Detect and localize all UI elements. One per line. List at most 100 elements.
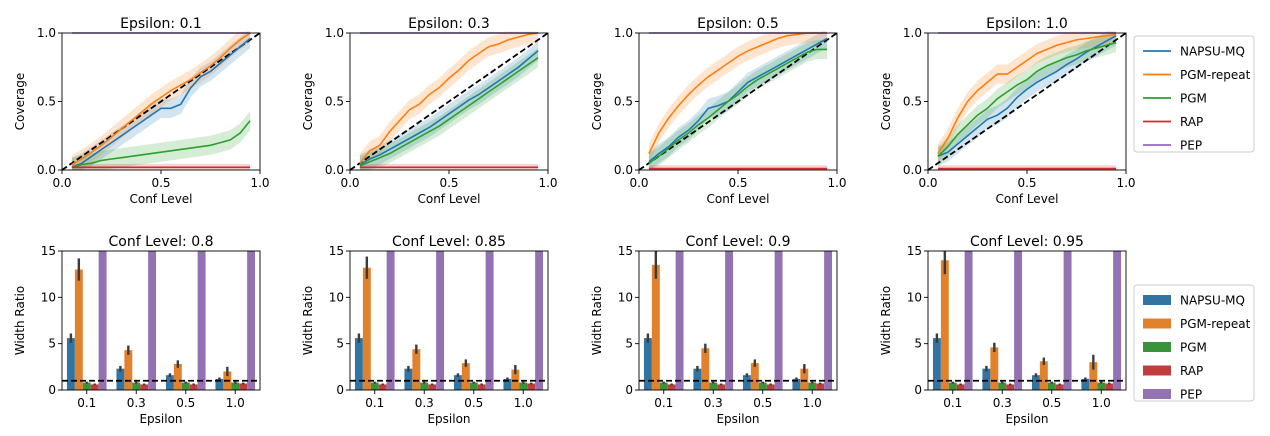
x-axis-label: Epsilon bbox=[716, 412, 759, 426]
legend-swatch-pgm-repeat bbox=[1143, 318, 1171, 329]
bar-pgm-repeat bbox=[511, 369, 520, 390]
bar-rap bbox=[667, 384, 676, 390]
x-tick-label: 1.0 bbox=[514, 396, 533, 410]
bar-pep bbox=[197, 251, 206, 390]
x-tick-label: 1.0 bbox=[250, 176, 269, 190]
legend-swatch-pgm bbox=[1143, 342, 1171, 352]
reference-diagonal bbox=[639, 32, 837, 171]
legend-label: PGM-repeat bbox=[1180, 317, 1251, 331]
x-axis-label: Conf Level bbox=[995, 192, 1058, 206]
y-tick-label: 10 bbox=[329, 290, 344, 304]
y-tick-label: 0 bbox=[336, 383, 344, 397]
bar-pep bbox=[386, 251, 395, 390]
x-tick-label: 1.0 bbox=[226, 396, 245, 410]
y-axis-label: Width Ratio bbox=[301, 286, 315, 356]
bar-pgm bbox=[132, 382, 141, 390]
bar-pgm-repeat bbox=[800, 368, 809, 390]
bar-pgm bbox=[181, 382, 190, 390]
bar-napsu-mq bbox=[453, 375, 462, 390]
y-tick-label: 10 bbox=[41, 290, 56, 304]
y-axis-label: Coverage bbox=[879, 73, 893, 131]
x-tick-label: 1.0 bbox=[538, 176, 557, 190]
x-tick-label: 0.1 bbox=[943, 396, 962, 410]
x-tick-label: 0.0 bbox=[52, 176, 71, 190]
x-tick-label: 0.5 bbox=[1017, 176, 1036, 190]
bar-rap bbox=[717, 384, 726, 390]
bar-pgm bbox=[519, 382, 528, 390]
x-tick-label: 0.1 bbox=[77, 396, 96, 410]
legend-label: NAPSU-MQ bbox=[1180, 45, 1245, 59]
chart-title: Conf Level: 0.95 bbox=[970, 234, 1084, 250]
x-tick-label: 0.5 bbox=[151, 176, 170, 190]
x-tick-label: 0.0 bbox=[340, 176, 359, 190]
y-tick-label: 15 bbox=[618, 244, 633, 258]
bar-pgm-repeat bbox=[124, 350, 133, 390]
bar-napsu-mq bbox=[165, 375, 174, 390]
reference-diagonal bbox=[350, 32, 548, 171]
bar-napsu-mq bbox=[354, 338, 363, 390]
x-tick-label: 1.0 bbox=[827, 176, 846, 190]
y-axis-label: Coverage bbox=[13, 73, 27, 131]
bar-rap bbox=[766, 384, 775, 390]
bar-napsu-mq bbox=[742, 375, 751, 390]
bar-pgm-repeat bbox=[990, 347, 999, 390]
bar-pgm bbox=[370, 382, 379, 390]
y-tick-label: 15 bbox=[41, 244, 56, 258]
y-tick-label: 5 bbox=[914, 337, 922, 351]
legend-swatch-napsu-mq bbox=[1143, 295, 1171, 305]
series-line-napsu-mq bbox=[71, 37, 251, 169]
bar-rap bbox=[816, 383, 825, 390]
y-tick-label: 10 bbox=[618, 290, 633, 304]
legend-swatch-pep bbox=[1143, 389, 1171, 399]
series-line-napsu-mq bbox=[937, 35, 1117, 158]
legend-label: NAPSU-MQ bbox=[1180, 294, 1245, 308]
x-tick-label: 0.0 bbox=[629, 176, 648, 190]
y-axis-label: Coverage bbox=[301, 73, 315, 131]
bar-rap bbox=[428, 384, 437, 390]
x-tick-label: 0.3 bbox=[704, 396, 723, 410]
bar-pep bbox=[535, 251, 544, 390]
bar-pgm-repeat bbox=[362, 267, 371, 390]
bar-rap bbox=[239, 383, 248, 390]
legend-label: PEP bbox=[1180, 388, 1202, 402]
bar-pgm bbox=[1097, 382, 1106, 390]
bar-pep bbox=[98, 251, 107, 390]
bar-pgm bbox=[659, 382, 668, 390]
bar-rap bbox=[527, 383, 536, 390]
coverage-plot-area bbox=[350, 31, 548, 171]
y-tick-label: 0 bbox=[914, 383, 922, 397]
axes-frame bbox=[638, 250, 838, 391]
y-tick-label: 0.5 bbox=[325, 95, 344, 109]
bar-pgm bbox=[1047, 382, 1056, 390]
bar-napsu-mq bbox=[982, 368, 991, 390]
bar-pgm bbox=[82, 382, 91, 390]
y-tick-label: 15 bbox=[907, 244, 922, 258]
bar-pep bbox=[436, 251, 445, 390]
confidence-band-pgm bbox=[71, 111, 251, 170]
chart-title: Epsilon: 0.5 bbox=[697, 16, 779, 32]
bar-rap bbox=[189, 384, 198, 390]
bar-pep bbox=[148, 251, 157, 390]
reference-diagonal bbox=[62, 32, 260, 171]
line-legend-box bbox=[1133, 35, 1255, 153]
chart-title: Epsilon: 0.3 bbox=[408, 16, 490, 32]
confidence-band-pgm bbox=[359, 48, 539, 170]
bar-pep bbox=[964, 251, 973, 390]
bar-plot-area bbox=[928, 251, 1126, 390]
y-tick-label: 5 bbox=[625, 337, 633, 351]
bar-pgm-repeat bbox=[74, 269, 83, 390]
bar-napsu-mq bbox=[404, 368, 413, 390]
legend-label: PGM bbox=[1180, 341, 1207, 355]
y-tick-label: 0 bbox=[48, 383, 56, 397]
confidence-band-pgm-repeat bbox=[648, 31, 828, 164]
y-tick-label: 0.5 bbox=[903, 95, 922, 109]
y-axis-label: Width Ratio bbox=[13, 286, 27, 356]
bar-pgm bbox=[420, 382, 429, 390]
axes-frame bbox=[61, 250, 261, 391]
bar-rap bbox=[1055, 384, 1064, 390]
bar-napsu-mq bbox=[792, 378, 801, 390]
bar-pep bbox=[774, 251, 783, 390]
confidence-band-napsu-mq bbox=[359, 41, 539, 170]
bar-pgm-repeat bbox=[173, 364, 182, 390]
